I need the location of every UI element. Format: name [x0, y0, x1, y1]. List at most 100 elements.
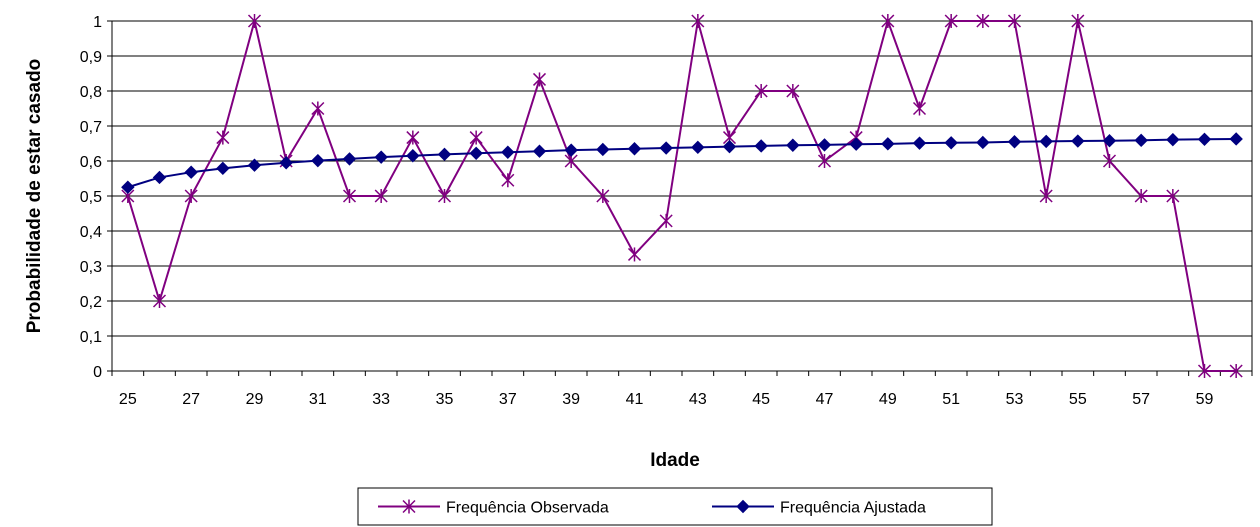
data-point — [1071, 14, 1085, 28]
data-point — [1039, 189, 1053, 203]
data-point — [469, 146, 483, 161]
series-line — [126, 17, 1237, 372]
data-point — [374, 150, 388, 164]
data-point — [596, 142, 610, 157]
x-tick-label: 39 — [562, 391, 580, 408]
x-tick-label: 33 — [372, 391, 390, 408]
data-point — [976, 135, 990, 150]
data-point — [786, 138, 800, 152]
y-tick-label: 0 — [93, 364, 102, 381]
data-point — [849, 137, 863, 151]
x-tick-label: 25 — [119, 391, 137, 408]
y-axis-tick-labels: 0 0,1 0,2 0,3 0,4 0,5 0,6 0,7 0,8 0,9 1 — [80, 14, 112, 381]
data-point — [912, 136, 927, 150]
data-point — [1197, 364, 1212, 378]
data-point — [627, 142, 642, 156]
y-tick-label: 0,5 — [80, 189, 102, 206]
data-point — [817, 154, 832, 168]
data-point — [469, 130, 483, 145]
y-tick-label: 0,6 — [80, 154, 102, 171]
y-tick-label: 0,4 — [80, 224, 102, 241]
legend-item: Frequência Ajustada — [712, 500, 926, 517]
legend-item: Frequência Observada — [378, 499, 609, 517]
x-tick-label: 35 — [436, 391, 454, 408]
x-axis-title: Idade — [650, 450, 700, 471]
data-point — [1102, 133, 1117, 148]
data-point — [817, 138, 832, 152]
data-point — [659, 213, 673, 228]
data-point — [1134, 133, 1148, 148]
x-tick-label: 53 — [1006, 391, 1024, 408]
y-tick-label: 0,8 — [80, 84, 102, 101]
y-tick-label: 1 — [93, 14, 102, 31]
data-point — [311, 153, 325, 168]
x-tick-label: 43 — [689, 391, 707, 408]
y-tick-label: 0,7 — [80, 119, 102, 136]
x-tick-label: 47 — [816, 391, 834, 408]
data-point — [374, 189, 388, 203]
x-tick-label: 49 — [879, 391, 897, 408]
data-point — [247, 158, 262, 172]
data-point — [659, 141, 673, 155]
x-tick-label: 59 — [1196, 391, 1214, 408]
data-point — [564, 143, 578, 157]
data-point — [437, 147, 452, 162]
y-tick-label: 0,9 — [80, 49, 102, 66]
data-point — [912, 101, 927, 116]
data-point — [754, 84, 768, 98]
data-point — [1039, 134, 1053, 149]
data-point — [342, 152, 357, 166]
x-tick-label: 51 — [942, 391, 960, 408]
data-point — [1166, 132, 1180, 147]
data-point — [1166, 189, 1180, 203]
y-axis-title: Probabilidade de estar casado — [24, 59, 45, 334]
data-point — [279, 156, 293, 170]
data-point — [754, 139, 768, 153]
data-point — [437, 189, 452, 203]
y-tick-label: 0,2 — [80, 294, 102, 311]
x-tick-label: 37 — [499, 391, 517, 408]
gridlines — [112, 55, 1252, 337]
x-tick-label: 57 — [1132, 391, 1150, 408]
data-point — [1102, 154, 1117, 168]
data-point — [976, 14, 990, 28]
data-point — [691, 140, 705, 155]
data-point — [881, 137, 895, 151]
data-point — [532, 144, 547, 158]
legend-box — [357, 487, 993, 526]
data-point — [722, 139, 737, 154]
x-tick-label: 45 — [752, 391, 770, 408]
x-tick-label: 41 — [626, 391, 644, 408]
data-point — [501, 173, 515, 188]
x-axis-tick-labels: 25 27 29 31 33 35 37 39 41 43 45 47 49 51 53 55 57 59 — [111, 371, 1253, 408]
x-tick-label: 27 — [182, 391, 200, 408]
data-point — [406, 130, 420, 145]
data-point — [311, 101, 325, 116]
data-point — [627, 247, 642, 262]
data-point — [1071, 134, 1085, 148]
data-point — [1197, 132, 1212, 147]
data-point — [691, 14, 705, 28]
x-tick-label: 31 — [309, 391, 327, 408]
data-point — [247, 14, 262, 28]
y-tick-label: 0,3 — [80, 259, 102, 276]
data-point — [1229, 364, 1243, 378]
data-point — [1007, 14, 1022, 28]
data-point — [216, 130, 230, 145]
series-layer — [121, 14, 1243, 378]
data-point — [501, 145, 515, 159]
x-tick-label: 55 — [1069, 391, 1087, 408]
data-point — [786, 84, 800, 98]
legend-label: Frequência Observada — [446, 500, 609, 517]
data-point — [216, 161, 230, 176]
data-point — [1134, 189, 1148, 203]
data-point — [406, 149, 420, 163]
legend-marker — [402, 499, 416, 514]
data-point — [1229, 132, 1243, 146]
data-point — [184, 165, 198, 179]
data-point — [596, 189, 610, 203]
data-point — [342, 189, 357, 203]
data-point — [532, 72, 547, 87]
x-tick-label: 29 — [246, 391, 264, 408]
